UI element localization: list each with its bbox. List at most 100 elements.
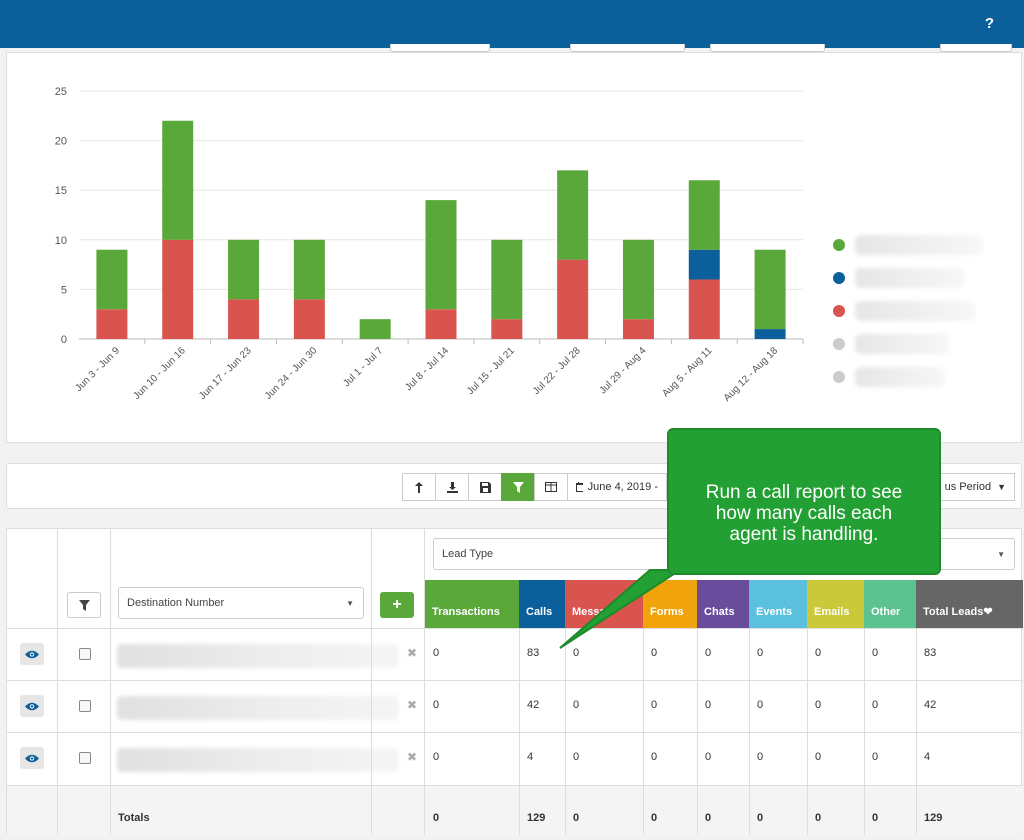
remove-icon[interactable]: ✖ [407, 698, 418, 712]
download-icon [446, 481, 458, 493]
columns-button[interactable] [534, 473, 568, 501]
table-cell: 0 [815, 647, 822, 659]
remove-icon[interactable]: ✖ [407, 646, 418, 660]
bar-segment [557, 170, 589, 260]
y-tick-label: 20 [55, 136, 67, 148]
totals-cell: 0 [705, 812, 712, 824]
table-cell: 0 [872, 751, 879, 763]
table-cell: 0 [757, 699, 764, 711]
chevron-down-icon: ▼ [346, 598, 354, 608]
bar-segment [293, 299, 325, 339]
remove-icon[interactable]: ✖ [407, 750, 418, 764]
legend-item[interactable] [833, 228, 1003, 261]
totals-row: Totals 0 129 0 0 0 0 0 0 129 [7, 786, 1023, 835]
column-header-label: Other [871, 606, 901, 618]
totals-label: Totals [118, 812, 150, 824]
column-header-label: Emails [814, 606, 850, 618]
column-header-label: Forms [650, 606, 684, 618]
help-button[interactable]: ? [984, 15, 994, 32]
view-row-button[interactable] [20, 643, 44, 665]
column-header[interactable]: Emails [807, 580, 864, 628]
table-cell: 0 [651, 647, 658, 659]
column-header[interactable]: Other [864, 580, 916, 628]
row-checkbox[interactable] [79, 648, 91, 660]
destination-name-redacted [117, 696, 399, 720]
bar-segment [754, 329, 786, 339]
top-select-2[interactable] [710, 44, 825, 52]
table-row: ✖ 0 4 0 0 0 0 0 0 4 [7, 733, 1023, 785]
table-cell: 0 [573, 751, 580, 763]
table-cell: 0 [651, 699, 658, 711]
legend-label-redacted [855, 234, 983, 255]
totals-cell: 0 [651, 812, 658, 824]
row-checkbox[interactable] [79, 700, 91, 712]
column-header[interactable]: Events [749, 580, 807, 628]
column-divider [424, 529, 425, 835]
top-button[interactable] [940, 44, 1012, 52]
column-header[interactable]: Calls [519, 580, 565, 628]
table-cell: 0 [705, 647, 712, 659]
legend-swatch [833, 304, 845, 317]
legend-item[interactable] [833, 327, 1003, 360]
save-button[interactable] [468, 473, 502, 501]
column-header[interactable]: Forms [643, 580, 697, 628]
filter-icon [78, 599, 90, 611]
date-range-picker[interactable]: June 4, 2019 - [567, 473, 667, 501]
destination-number-select[interactable]: Destination Number ▼ [118, 587, 364, 619]
compare-period-select[interactable]: us Period ▼ [927, 473, 1015, 501]
view-row-button[interactable] [20, 747, 44, 769]
totals-cell: 0 [815, 812, 822, 824]
eye-icon [25, 754, 39, 762]
bar-segment [425, 309, 457, 339]
totals-cell: 129 [924, 812, 943, 824]
chevron-down-icon: ▼ [997, 549, 1005, 559]
x-tick-label: Jun 10 - Jun 16 [131, 345, 188, 402]
destination-number-placeholder: Destination Number [127, 597, 225, 609]
legend-item[interactable] [833, 360, 1003, 393]
sort-up-button[interactable] [402, 473, 436, 501]
column-divider [110, 529, 111, 835]
chart-panel: 0 5 10 15 20 25 Jun 3 - Jun 9 Jun 10 - Jun 16 Ju… [6, 52, 1022, 443]
legend-label-redacted [855, 333, 950, 354]
column-header[interactable]: Messa [565, 580, 643, 628]
column-header[interactable]: Transactions [425, 580, 519, 628]
totals-cell: 0 [757, 812, 764, 824]
table-cell: 0 [757, 751, 764, 763]
bar-segment [96, 249, 128, 310]
row-divider [7, 785, 1023, 786]
legend-label-redacted [855, 267, 965, 288]
bar-segment [359, 319, 391, 339]
filter-button[interactable] [501, 473, 535, 501]
table-cell: 4 [924, 751, 931, 763]
table-cell: 42 [527, 699, 540, 711]
bar-segment [622, 319, 654, 339]
column-header-label: Events [756, 606, 793, 618]
top-select[interactable] [570, 44, 685, 52]
legend-item[interactable] [833, 261, 1003, 294]
y-tick-label: 25 [55, 86, 67, 98]
legend-item[interactable] [833, 294, 1003, 327]
view-row-button[interactable] [20, 695, 44, 717]
eye-icon [25, 650, 39, 658]
column-header[interactable]: Chats [697, 580, 749, 628]
table-cell: 0 [573, 647, 580, 659]
table-cell: 0 [433, 647, 440, 659]
callout-text: Run a call report to see how many calls … [705, 482, 903, 545]
legend-swatch [833, 271, 845, 284]
download-button[interactable] [435, 473, 469, 501]
columns-icon [545, 482, 557, 492]
row-filter-button[interactable] [67, 592, 101, 618]
totals-cell: 0 [872, 812, 879, 824]
column-header[interactable]: Total Leads ❤ [916, 580, 1023, 628]
save-icon [479, 481, 491, 493]
row-checkbox[interactable] [79, 752, 91, 764]
column-divider [643, 628, 644, 835]
destination-name-redacted [117, 748, 399, 772]
column-divider [519, 628, 520, 835]
add-destination-button[interactable]: + [380, 592, 414, 618]
table-cell: 0 [705, 751, 712, 763]
view-toggle-group[interactable] [390, 44, 490, 52]
legend-label-redacted [855, 300, 975, 321]
column-divider [565, 628, 566, 835]
